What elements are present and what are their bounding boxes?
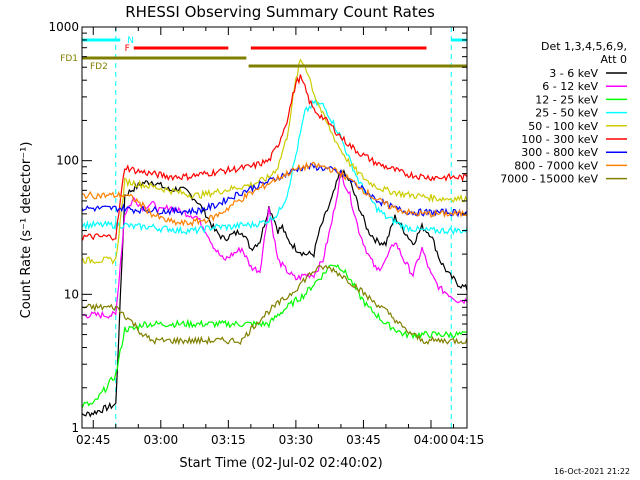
flag-label-fd1: FD1 [60, 54, 78, 64]
legend-label-100-300-kev: 100 - 300 keV [521, 133, 598, 146]
plot-area [82, 27, 467, 428]
legend-label-50-100-kev: 50 - 100 keV [528, 120, 598, 133]
generation-timestamp: 16-Oct-2021 21:22 [554, 467, 630, 476]
y-tick-label-1: 10 [64, 287, 79, 301]
series-line-12-25-kev [82, 263, 467, 408]
x-tick-label-2: 03:15 [211, 433, 246, 447]
flag-label-f: F [125, 44, 130, 54]
legend-label-25-50-kev: 25 - 50 keV [535, 107, 598, 120]
legend-label-3-6-kev: 3 - 6 keV [549, 67, 598, 80]
series-line-7000-15000-kev [82, 264, 467, 346]
legend-label-6-12-kev: 6 - 12 keV [542, 80, 598, 93]
series-line-50-100-kev [82, 58, 467, 265]
x-tick-label-1: 03:00 [144, 433, 179, 447]
y-axis-label: Count Rate (s⁻¹ detector⁻¹) [19, 142, 34, 319]
y-tick-label-2: 100 [56, 154, 79, 168]
axes: 1 10 100 1000 02:45 03:00 03:15 03:30 03:45 04:00… [48, 20, 484, 447]
y-tick-label-3: 1000 [48, 20, 79, 34]
flag-bars: NF FD1 FD2 [60, 36, 467, 72]
legend-label-12-25-kev: 12 - 25 keV [535, 93, 598, 106]
series-line-100-300-kev [82, 74, 467, 241]
y-tick-label-0: 1 [71, 421, 79, 435]
series-line-6-12-kev [82, 171, 467, 320]
legend-label-7000-15000-kev: 7000 - 15000 keV [500, 173, 598, 186]
x-tick-label-3: 03:30 [279, 433, 314, 447]
legend-header-line-1: Det 1,3,4,5,6,9, [541, 40, 627, 53]
flag-label-n: N [127, 36, 134, 46]
legend-label-300-800-kev: 300 - 800 keV [521, 146, 598, 159]
x-tick-label-5: 04:00 [414, 433, 449, 447]
flag-label-fd2: FD2 [90, 62, 108, 72]
series-line-25-50-kev [82, 98, 467, 236]
y-axis-label-text: Count Rate (s⁻¹ detector⁻¹) [19, 142, 34, 319]
legend-header-line-2: Att 0 [601, 53, 627, 66]
x-tick-label-4: 03:45 [346, 433, 381, 447]
chart-title: RHESSI Observing Summary Count Rates [125, 3, 435, 21]
legend-label-800-7000-kev: 800 - 7000 keV [514, 159, 598, 172]
x-tick-label-6: 04:15 [450, 433, 485, 447]
x-axis-label: Start Time (02-Jul-02 02:40:02) [179, 456, 382, 471]
series-line-800-7000-kev [82, 161, 467, 228]
x-tick-label-0: 02:45 [76, 433, 111, 447]
plot-frame [81, 26, 468, 429]
